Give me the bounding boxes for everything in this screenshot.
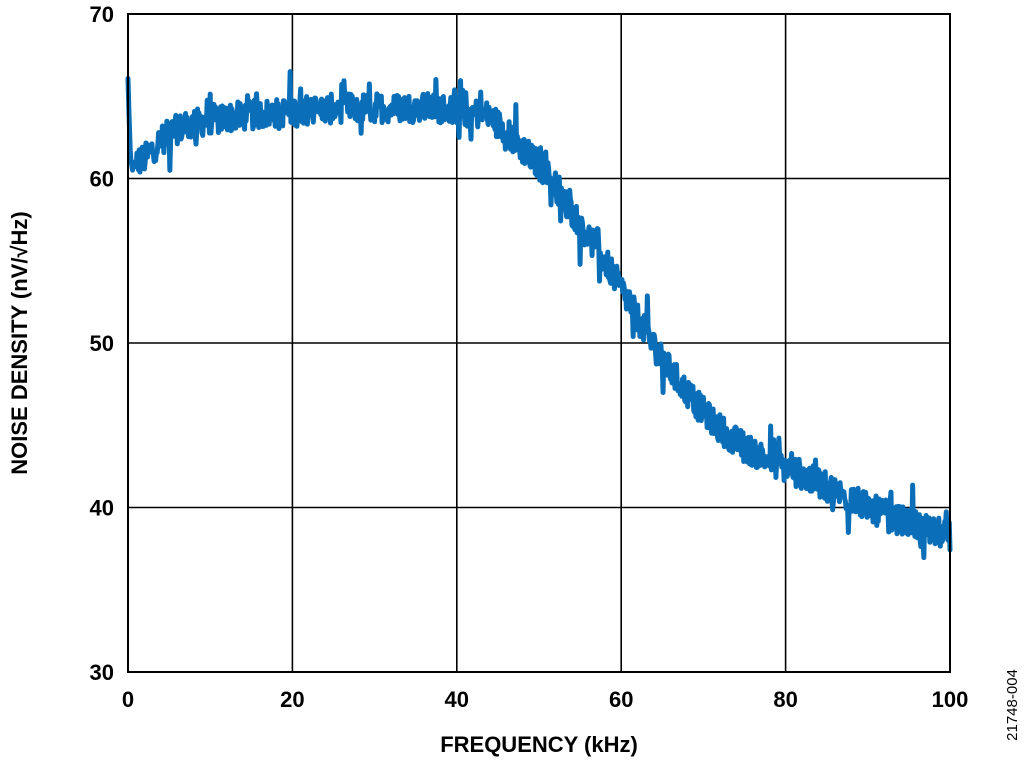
- x-tick-label: 20: [280, 687, 304, 712]
- figure-id-label: 21748-004: [1004, 669, 1021, 741]
- y-axis-title: NOISE DENSITY (nV/√Hz): [7, 211, 32, 474]
- y-tick-labels: 30 40 50 60 70: [90, 2, 114, 685]
- y-tick-label: 30: [90, 660, 114, 685]
- x-tick-label: 0: [122, 687, 134, 712]
- x-tick-labels: 0 20 40 60 80 100: [122, 687, 968, 712]
- plot-frame: [127, 13, 951, 673]
- x-tick-label: 40: [445, 687, 469, 712]
- x-tick-label: 60: [609, 687, 633, 712]
- x-tick-label: 100: [932, 687, 969, 712]
- y-tick-label: 40: [90, 496, 114, 521]
- noise-density-series-line: [125, 69, 953, 561]
- y-tick-label: 70: [90, 2, 114, 27]
- x-axis-title: FREQUENCY (kHz): [440, 732, 638, 757]
- y-tick-label: 50: [90, 331, 114, 356]
- y-tick-label: 60: [90, 167, 114, 192]
- x-tick-label: 80: [773, 687, 797, 712]
